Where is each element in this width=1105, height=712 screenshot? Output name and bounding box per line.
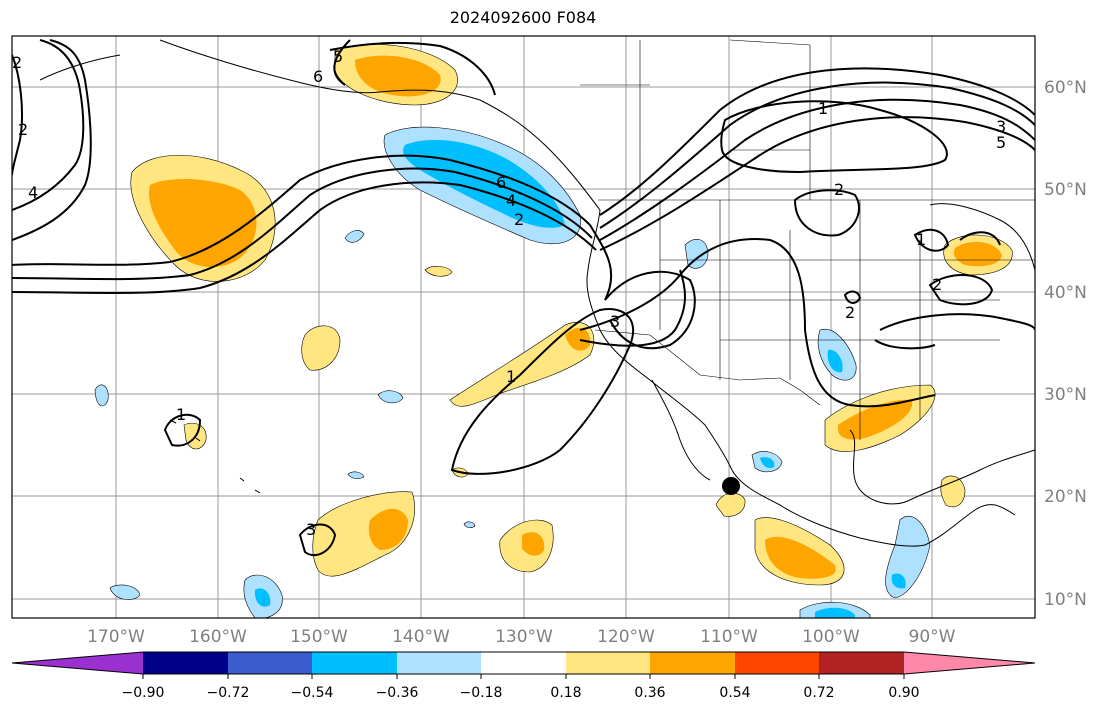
colorbar-segment	[566, 652, 650, 674]
colorbar-ticks	[142, 674, 905, 679]
contour-label: 3	[996, 117, 1006, 136]
colorbar-segment	[819, 652, 904, 674]
political-borders	[580, 39, 1035, 440]
lon-label: 110°W	[700, 627, 758, 647]
contour-label: 3	[306, 520, 316, 539]
colorbar: −0.90 −0.72 −0.54 −0.36 −0.18 0.18 0.36 …	[11, 651, 1036, 701]
colorbar-tick-label: −0.72	[207, 685, 250, 701]
coastlines	[39, 39, 1035, 547]
colorbar-segment	[650, 652, 735, 674]
positive-anomaly-shading	[130, 43, 1013, 586]
contour-label: 6	[496, 173, 506, 192]
lat-label: 10°N	[1044, 590, 1087, 610]
colorbar-segment	[904, 652, 1035, 674]
colorbar-segment	[312, 652, 397, 674]
lat-label: 60°N	[1044, 78, 1087, 98]
contour-label: 2	[845, 303, 855, 322]
contour-label: 1	[176, 405, 186, 424]
lon-label: 150°W	[290, 627, 348, 647]
lon-label: 160°W	[189, 627, 247, 647]
contour-label: 6	[313, 67, 323, 86]
contour-label-group: 5 6 2 4 6 4 2 1 3 2 1 2 2 1 1 3 2 5 3	[12, 47, 1006, 539]
lon-label: 100°W	[802, 627, 860, 647]
lon-label: 170°W	[87, 627, 145, 647]
contour-label: 3	[610, 312, 620, 331]
colorbar-tick-label: 0.36	[634, 685, 665, 701]
contour-label: 5	[996, 133, 1006, 152]
contour-label: 2	[12, 53, 22, 72]
lon-label: 90°W	[909, 627, 956, 647]
colorbar-tick-label: −0.54	[291, 685, 334, 701]
latitude-axis: 60°N 50°N 40°N 30°N 20°N 10°N	[1044, 78, 1087, 610]
colorbar-tick-label: 0.54	[719, 685, 750, 701]
contour-label: 4	[28, 183, 38, 202]
map-title: 2024092600 F084	[449, 8, 597, 27]
lon-label: 130°W	[495, 627, 553, 647]
colorbar-tick-label: 0.18	[550, 685, 581, 701]
colorbar-tick-label: 0.72	[803, 685, 834, 701]
location-marker	[722, 477, 740, 495]
colorbar-segment	[143, 652, 228, 674]
contour-label: 1	[818, 99, 828, 118]
gridlines	[12, 36, 1035, 618]
colorbar-segment	[12, 652, 143, 674]
colorbar-tick-label: 0.90	[888, 685, 919, 701]
lat-label: 40°N	[1044, 283, 1087, 303]
colorbar-tick-label: −0.36	[376, 685, 419, 701]
contour-label: 5	[333, 47, 343, 66]
contour-label: 2	[514, 210, 524, 229]
lat-label: 30°N	[1044, 385, 1087, 405]
colorbar-tick-label: −0.90	[122, 685, 165, 701]
contour-label: 2	[18, 120, 28, 139]
colorbar-tick-label: −0.18	[460, 685, 503, 701]
lon-label: 120°W	[597, 627, 655, 647]
contour-label: 4	[506, 191, 516, 210]
colorbar-segment	[397, 652, 481, 674]
lon-label: 140°W	[392, 627, 450, 647]
colorbar-segment	[481, 652, 566, 674]
colorbar-segment	[228, 652, 312, 674]
contour-label: 2	[834, 180, 844, 199]
map-frame	[11, 35, 1036, 619]
lat-label: 20°N	[1044, 487, 1087, 507]
longitude-axis: 170°W 160°W 150°W 140°W 130°W 120°W 110°…	[87, 627, 956, 647]
map-area: 5 6 2 4 6 4 2 1 3 2 1 2 2 1 1 3 2 5 3	[12, 36, 1035, 618]
contour-lines	[12, 39, 1035, 557]
contour-label: 2	[932, 275, 942, 294]
contour-label: 1	[916, 230, 926, 249]
contour-label: 1	[506, 367, 516, 386]
colorbar-segment	[735, 652, 819, 674]
lat-label: 50°N	[1044, 180, 1087, 200]
